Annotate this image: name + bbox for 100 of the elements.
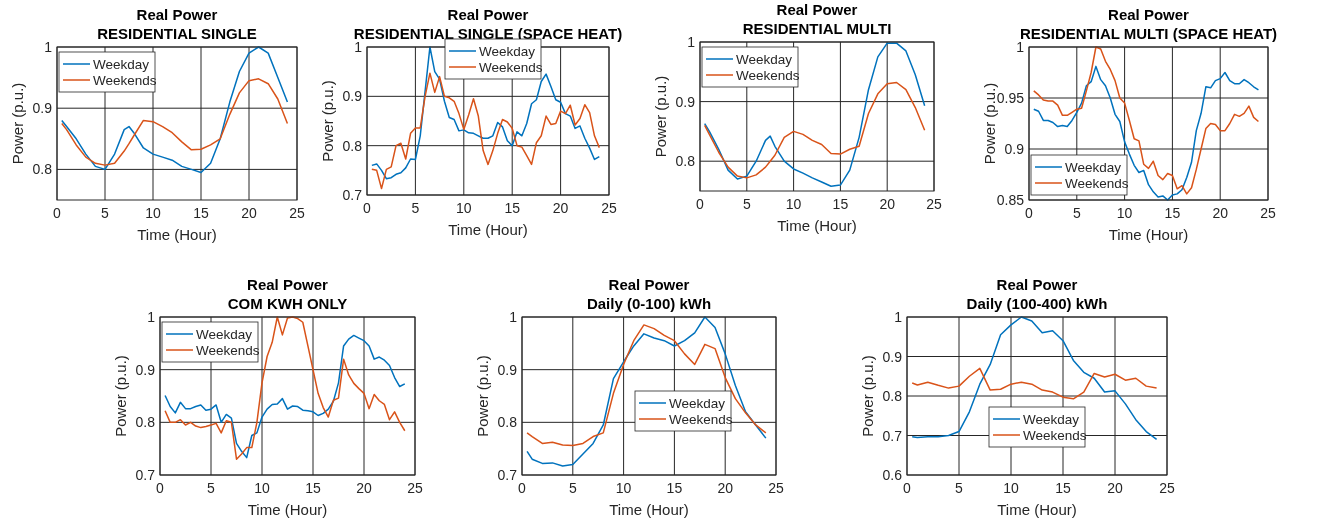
- x-tick-label: 25: [1260, 205, 1276, 221]
- chart-subtitle: RESIDENTIAL SINGLE (SPACE HEAT): [353, 25, 623, 42]
- legend-label: Weekends: [1023, 428, 1087, 443]
- x-tick-label: 15: [305, 480, 321, 496]
- x-axis-title: Time (Hour): [609, 501, 689, 518]
- x-tick-label: 25: [601, 200, 617, 216]
- y-tick-label: 0.9: [135, 361, 156, 378]
- legend-label: Weekday: [196, 327, 253, 342]
- x-tick-label: 15: [1055, 480, 1071, 496]
- x-tick-label: 0: [903, 480, 912, 496]
- y-tick-label: 1: [1016, 39, 1025, 55]
- x-tick-label: 20: [1212, 205, 1229, 221]
- x-axis-title: Time (Hour): [137, 226, 217, 243]
- chart-title: Real Power: [247, 276, 329, 293]
- chart-subtitle: RESIDENTIAL MULTI: [742, 20, 892, 37]
- y-tick-label: 0.9: [1004, 141, 1025, 157]
- y-axis-title: Power (p.u.): [9, 82, 26, 165]
- chart-title: Real Power: [996, 276, 1078, 293]
- legend-label: Weekday: [736, 52, 793, 67]
- x-tick-label: 5: [1072, 205, 1081, 221]
- x-tick-label: 20: [241, 205, 257, 221]
- y-axis-title: Power (p.u.): [859, 355, 876, 437]
- legend-label: Weekends: [93, 73, 157, 88]
- line-series: [703, 81, 926, 179]
- x-tick-label: 20: [879, 196, 896, 212]
- chart-title: Real Power: [1108, 6, 1190, 23]
- y-axis-title: Power (p.u.): [112, 355, 129, 437]
- x-tick-label: 0: [1025, 205, 1034, 221]
- y-tick-label: 1: [687, 34, 696, 50]
- y-tick-label: 0.6: [882, 467, 903, 483]
- x-tick-label: 5: [955, 480, 964, 496]
- y-tick-label: 0.8: [882, 388, 903, 404]
- y-tick-label: 0.7: [135, 467, 156, 483]
- y-tick-label: 0.7: [882, 427, 903, 444]
- line-series: [371, 46, 601, 180]
- chart-subtitle: RESIDENTIAL SINGLE: [97, 25, 257, 42]
- legend-label: Weekends: [669, 412, 733, 427]
- line-series: [1033, 46, 1260, 195]
- y-tick-label: 0.7: [342, 187, 363, 203]
- y-tick-label: 0.9: [675, 93, 696, 110]
- legend-label: Weekends: [196, 343, 260, 358]
- y-tick-label: 0.8: [135, 414, 156, 431]
- y-tick-label: 1: [894, 309, 903, 325]
- x-tick-label: 25: [768, 480, 784, 496]
- line-series: [911, 316, 1158, 441]
- legend-label: Weekday: [1065, 160, 1122, 175]
- line-series: [703, 42, 926, 187]
- y-tick-label: 0.95: [996, 90, 1025, 106]
- x-tick-label: 15: [1164, 205, 1181, 221]
- chart-title: Real Power: [608, 276, 690, 293]
- y-tick-label: 1: [44, 39, 53, 55]
- y-tick-label: 0.7: [497, 467, 518, 483]
- y-tick-label: 0.8: [497, 414, 518, 431]
- legend-label: Weekday: [669, 396, 726, 411]
- chart-subtitle: Daily (100-400) kWh: [966, 295, 1108, 312]
- x-axis-title: Time (Hour): [777, 217, 857, 234]
- y-axis-title: Power (p.u.): [474, 355, 491, 437]
- x-tick-label: 10: [145, 205, 161, 221]
- y-tick-label: 0.8: [675, 153, 696, 170]
- x-tick-label: 5: [411, 200, 420, 216]
- x-tick-label: 0: [696, 196, 705, 212]
- chart-title: Real Power: [136, 6, 218, 23]
- x-tick-label: 15: [666, 480, 683, 496]
- x-tick-label: 20: [717, 480, 734, 496]
- x-tick-label: 10: [254, 480, 270, 496]
- y-tick-label: 0.85: [996, 192, 1025, 208]
- x-tick-label: 15: [193, 205, 209, 221]
- x-tick-label: 0: [156, 480, 165, 496]
- x-tick-label: 10: [1003, 480, 1019, 496]
- x-tick-label: 20: [356, 480, 372, 496]
- chart-title: Real Power: [447, 6, 529, 23]
- x-tick-label: 10: [456, 200, 472, 216]
- line-series: [371, 72, 601, 190]
- legend-label: Weekends: [479, 60, 543, 75]
- line-series: [61, 46, 289, 174]
- line-series: [526, 324, 767, 447]
- x-tick-label: 5: [742, 196, 751, 212]
- chart-subtitle: COM KWH ONLY: [227, 295, 348, 312]
- x-tick-label: 0: [518, 480, 527, 496]
- line-series: [526, 316, 767, 467]
- legend-label: Weekday: [1023, 412, 1080, 427]
- line-series: [61, 78, 289, 166]
- x-tick-label: 5: [101, 205, 110, 221]
- legend-label: Weekday: [479, 44, 536, 59]
- x-tick-label: 25: [407, 480, 423, 496]
- x-tick-label: 0: [53, 205, 62, 221]
- y-tick-label: 0.9: [32, 100, 53, 117]
- x-tick-label: 10: [1116, 205, 1133, 221]
- x-tick-label: 25: [926, 196, 942, 212]
- x-tick-label: 0: [363, 200, 372, 216]
- chart-subtitle: RESIDENTIAL MULTI (SPACE HEAT): [1019, 25, 1278, 42]
- x-tick-label: 25: [1159, 480, 1175, 496]
- y-tick-label: 0.8: [32, 161, 53, 178]
- x-tick-label: 15: [504, 200, 521, 216]
- y-tick-label: 1: [147, 309, 156, 325]
- y-axis-title: Power (p.u.): [981, 82, 998, 165]
- y-tick-label: 1: [509, 309, 518, 325]
- x-tick-label: 20: [1107, 480, 1123, 496]
- y-tick-label: 0.9: [497, 361, 518, 378]
- y-tick-label: 1: [354, 39, 363, 55]
